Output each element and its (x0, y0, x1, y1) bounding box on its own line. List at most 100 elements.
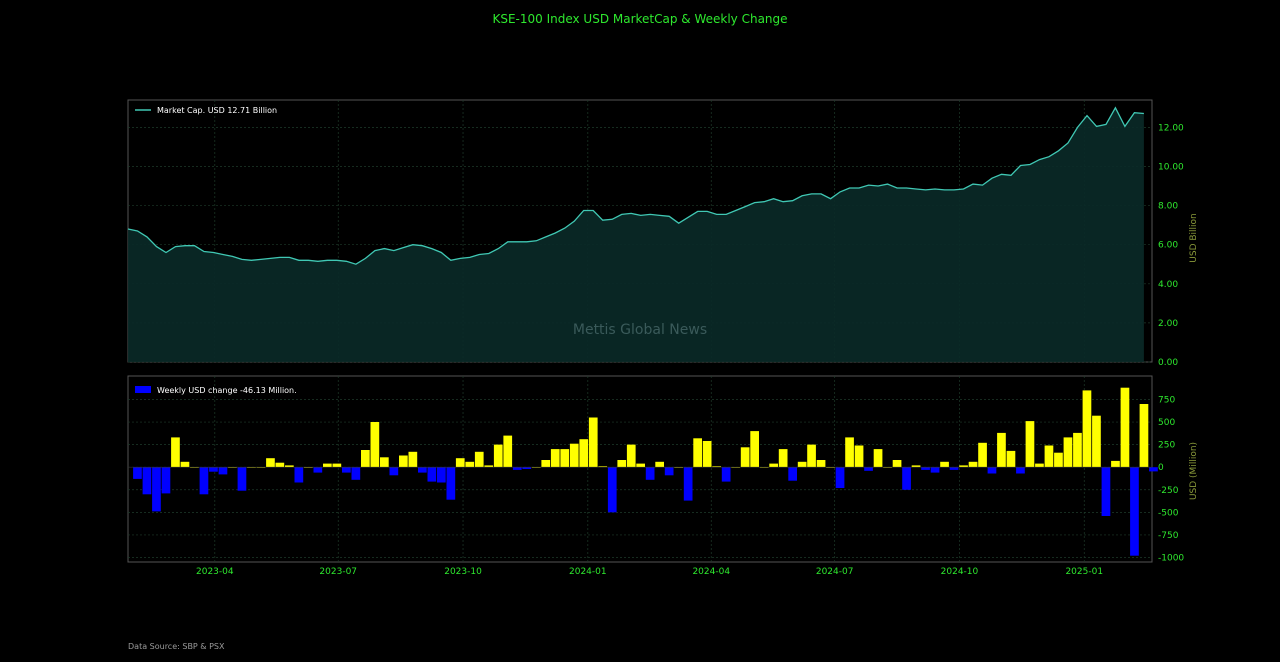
weekly-change-bar (560, 449, 570, 468)
weekly-change-bar (1111, 460, 1120, 468)
weekly-change-bar (797, 461, 807, 468)
weekly-change-bar (588, 417, 598, 468)
weekly-change-bar (778, 449, 788, 468)
weekly-change-bar (721, 467, 731, 482)
top-y-tick-label: 10.00 (1158, 162, 1184, 172)
bottom-y-tick-label: 500 (1158, 418, 1175, 428)
weekly-change-bar (1149, 467, 1158, 472)
weekly-change-bar (892, 460, 902, 468)
weekly-change-bar (788, 467, 797, 481)
weekly-change-bar (294, 467, 304, 483)
bottom-y-tick-label: -750 (1158, 531, 1179, 541)
x-tick-label: 2025-01 (1065, 567, 1103, 577)
weekly-change-bar (750, 431, 759, 468)
weekly-change-bar (1092, 415, 1101, 468)
weekly-change-bar (1025, 421, 1035, 468)
weekly-change-bar (171, 437, 180, 468)
bottom-y-tick-label: 750 (1158, 395, 1175, 405)
weekly-change-bar (826, 467, 835, 468)
weekly-change-bar (247, 467, 256, 468)
weekly-change-bar (1044, 445, 1054, 468)
weekly-change-bar (180, 461, 190, 468)
weekly-change-bar (664, 467, 674, 476)
weekly-change-bar (266, 458, 275, 468)
weekly-change-bar (769, 463, 778, 468)
weekly-change-bar (408, 451, 418, 468)
weekly-change-bar (209, 467, 218, 472)
x-tick-label: 2023-04 (196, 567, 234, 577)
weekly-change-bar (503, 435, 513, 468)
market-cap-legend-label: Market Cap. USD 12.71 Billion (157, 106, 277, 115)
top-y-tick-label: 6.00 (1158, 241, 1178, 251)
market-cap-area (128, 107, 1144, 362)
weekly-change-bar (1073, 432, 1082, 468)
weekly-change-bar (968, 461, 978, 468)
weekly-change-bar (218, 467, 228, 475)
weekly-change-bar (484, 465, 494, 468)
weekly-change-bar (133, 467, 142, 479)
weekly-change-bar (323, 463, 332, 468)
weekly-change-bar (550, 449, 560, 468)
x-tick-label: 2023-07 (319, 567, 357, 577)
top-y-tick-label: 4.00 (1158, 280, 1178, 290)
weekly-change-bar (1035, 463, 1044, 468)
weekly-change-bar (370, 422, 380, 468)
weekly-change-bar (190, 467, 199, 468)
weekly-change-bar (740, 447, 750, 468)
weekly-change-bar (655, 461, 664, 468)
weekly-change-bar (152, 467, 161, 512)
weekly-change-bar (959, 465, 968, 468)
weekly-change-bar (759, 467, 769, 468)
x-tick-label: 2024-01 (569, 567, 607, 577)
x-tick-label: 2023-10 (444, 567, 482, 577)
weekly-change-bar (418, 467, 427, 473)
weekly-change-bar (351, 467, 361, 480)
top-y-tick-label: 8.00 (1158, 202, 1178, 212)
weekly-change-bar (541, 460, 551, 468)
top-y-tick-label: 0.00 (1158, 358, 1178, 368)
weekly-change-bar (437, 467, 446, 483)
weekly-change-bar (854, 445, 864, 468)
data-source-note: Data Source: SBP & PSX (128, 642, 225, 651)
weekly-change-bar (930, 467, 940, 473)
weekly-change-bar (921, 467, 930, 470)
weekly-change-bar (674, 467, 683, 468)
weekly-change-bar (531, 467, 541, 468)
weekly-change-bar (1006, 450, 1016, 468)
weekly-change-bar (949, 467, 959, 470)
weekly-change-bar (902, 467, 911, 490)
weekly-change-bar (522, 467, 532, 469)
weekly-change-bar (864, 467, 873, 471)
weekly-change-bar (712, 466, 721, 468)
weekly-change-bar (493, 444, 503, 468)
weekly-change-bar (845, 437, 854, 468)
bottom-y-tick-label: 250 (1158, 441, 1175, 451)
weekly-change-bar (275, 462, 285, 468)
weekly-change-bar (304, 467, 313, 468)
watermark: Mettis Global News (573, 322, 707, 338)
weekly-change-bar (873, 449, 883, 468)
weekly-change-bar (607, 467, 617, 513)
weekly-change-bar (455, 458, 465, 468)
weekly-change-bar (142, 467, 152, 495)
weekly-change-legend-label: Weekly USD change -46.13 Million. (157, 386, 297, 395)
weekly-change-bar (997, 432, 1006, 468)
weekly-change-bar (474, 451, 484, 468)
weekly-change-bar (835, 467, 845, 488)
market-cap-line (127, 106, 1144, 265)
chart-title: KSE-100 Index USD MarketCap & Weekly Cha… (492, 12, 788, 26)
weekly-change-bar (883, 467, 892, 468)
weekly-change-bar (1120, 387, 1130, 468)
weekly-change-bar (1082, 390, 1092, 468)
weekly-change-bar (617, 460, 627, 468)
x-tick-label: 2024-10 (941, 567, 979, 577)
weekly-change-bar (342, 467, 351, 473)
weekly-change-bar (579, 439, 589, 468)
weekly-change-bar (1054, 452, 1063, 468)
weekly-change-bar (427, 467, 437, 482)
weekly-change-bar (731, 467, 740, 468)
weekly-change-bar (978, 442, 987, 468)
weekly-change-bar (512, 467, 522, 470)
top-y-axis-label: USD Billion (1189, 213, 1199, 262)
